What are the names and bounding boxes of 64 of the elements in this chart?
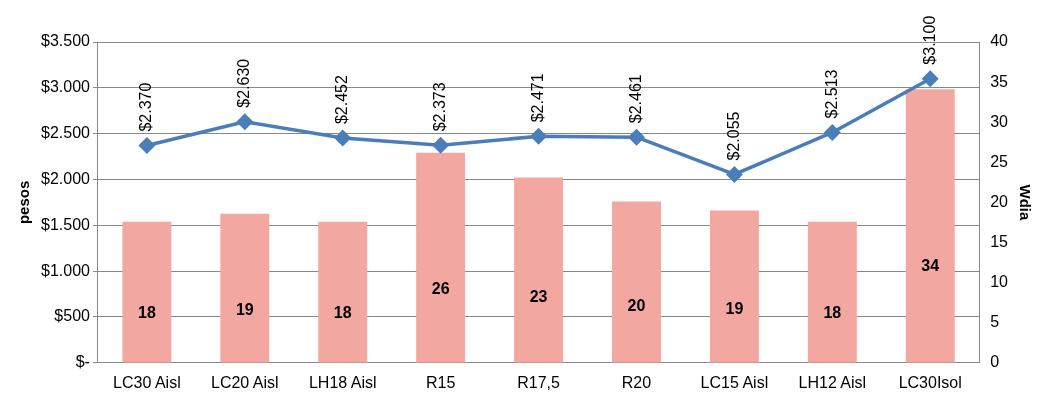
y-tick-label: $1.500 [41, 215, 91, 233]
x-tick-label: LH12 Aisl [798, 373, 867, 391]
data-label: 26 [431, 279, 450, 297]
x-tick-label: LC30Isol [898, 373, 962, 391]
data-label: $2.513 [822, 69, 840, 119]
bar [514, 177, 564, 363]
bar [807, 221, 857, 363]
data-label: 20 [627, 296, 646, 314]
y-tick-label: $500 [54, 307, 91, 325]
data-label: 23 [529, 288, 548, 306]
bar [122, 221, 172, 363]
x-tick-label: LC15 Aisl [700, 373, 769, 391]
data-label: $2.630 [235, 58, 253, 108]
bar [612, 201, 661, 363]
point [237, 113, 253, 130]
data-label: $2.461 [626, 74, 644, 124]
point [530, 128, 547, 145]
y-tick-label: $2.000 [41, 169, 91, 187]
x-tick-label: R20 [621, 373, 652, 391]
y-tick-label: $1.000 [41, 261, 91, 279]
y-tick-label: $- [75, 353, 90, 371]
data-label: 18 [823, 303, 842, 321]
x-tick-label: LC20 Aisl [211, 373, 279, 391]
x-tick-label: LC30 Aisl [113, 373, 181, 391]
x-tick-label: R15 [425, 373, 456, 391]
data-label: 18 [333, 303, 352, 321]
y2-tick-label: 0 [990, 353, 1000, 371]
data-label: $2.370 [137, 82, 155, 132]
y2-axis-title: Wdia [1016, 184, 1034, 221]
y2-tick-label: 35 [990, 72, 1009, 90]
data-label: 18 [138, 303, 156, 321]
point [432, 137, 449, 154]
data-label: $2.055 [724, 111, 742, 161]
data-label: $2.452 [333, 75, 351, 125]
point [139, 137, 155, 154]
data-label: $2.471 [528, 73, 546, 123]
point [824, 124, 841, 141]
y-axis-title: pesos [15, 180, 33, 225]
y2-tick-label: 5 [990, 313, 1000, 331]
y2-tick-label: 40 [990, 32, 1009, 50]
point [726, 166, 743, 183]
y-tick-label: $3.500 [41, 32, 91, 50]
point [628, 129, 645, 145]
point [922, 70, 938, 87]
x-tick-label: R17,5 [517, 373, 561, 391]
x-tick-label: LH18 Aisl [308, 373, 377, 391]
y-tick-label: $2.500 [41, 124, 91, 142]
y2-tick-label: 20 [990, 192, 1009, 210]
bar [416, 152, 466, 363]
y2-tick-label: 10 [990, 273, 1009, 291]
bar [905, 89, 955, 363]
data-label: 19 [725, 299, 744, 317]
y-tick-label: $3.000 [41, 78, 91, 96]
point [334, 130, 351, 146]
y2-tick-label: 25 [990, 152, 1009, 170]
y2-tick-label: 30 [990, 112, 1009, 130]
data-label: $2.373 [431, 82, 449, 132]
data-label: 19 [235, 301, 254, 318]
y2-tick-label: 15 [990, 232, 1009, 250]
bar [220, 213, 270, 363]
data-label: $3.100 [920, 15, 938, 65]
bar [709, 210, 759, 363]
data-label: 34 [921, 257, 940, 275]
bar [318, 221, 368, 363]
